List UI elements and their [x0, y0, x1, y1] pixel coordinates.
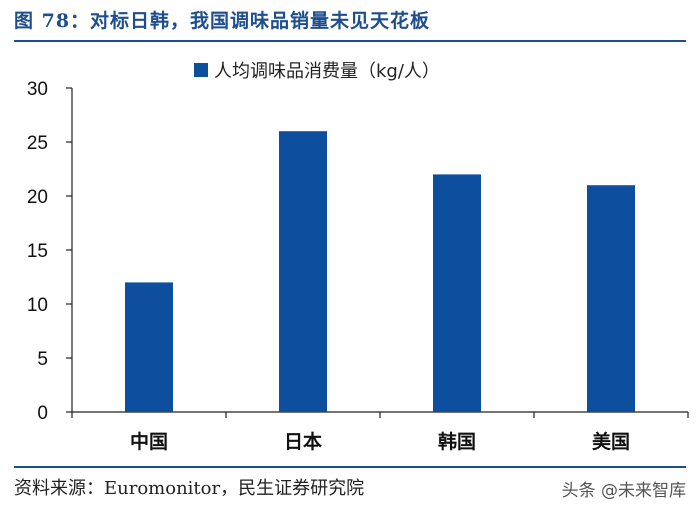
- watermark: 头条 @未来智库: [561, 481, 686, 501]
- bar: [587, 185, 635, 412]
- title-rule: [14, 40, 686, 42]
- bar-chart: 人均调味品消费量（kg/人） 0 5 10 15 20 25 30 中国 日本 韩国 美国: [27, 61, 689, 453]
- figure-title: 图 78：对标日韩，我国调味品销量未见天花板: [14, 10, 431, 32]
- y-axis: 0 5 10 15 20 25 30: [27, 79, 73, 424]
- y-tick-label: 20: [27, 187, 48, 208]
- x-tick-label: 中国: [130, 430, 168, 453]
- x-axis: 中国 日本 韩国 美国: [71, 411, 689, 453]
- y-tick-label: 5: [37, 349, 48, 370]
- y-tick-label: 10: [27, 295, 48, 316]
- x-tick-label: 日本: [284, 430, 322, 453]
- legend-swatch: [194, 63, 208, 77]
- y-tick-label: 30: [27, 79, 48, 100]
- bars: [125, 131, 635, 412]
- x-tick-label: 美国: [592, 430, 630, 453]
- legend-label: 人均调味品消费量（kg/人）: [214, 61, 440, 82]
- y-tick-label: 25: [27, 133, 48, 154]
- y-tick-label: 15: [27, 241, 48, 262]
- bottom-rule: [14, 466, 686, 468]
- bar: [279, 131, 327, 412]
- source-note: 资料来源：Euromonitor，民生证券研究院: [14, 478, 365, 499]
- y-tick-label: 0: [37, 403, 48, 424]
- x-tick-label: 韩国: [438, 430, 476, 453]
- chart-legend: 人均调味品消费量（kg/人）: [194, 61, 440, 82]
- bar: [125, 282, 173, 412]
- bar: [433, 174, 481, 412]
